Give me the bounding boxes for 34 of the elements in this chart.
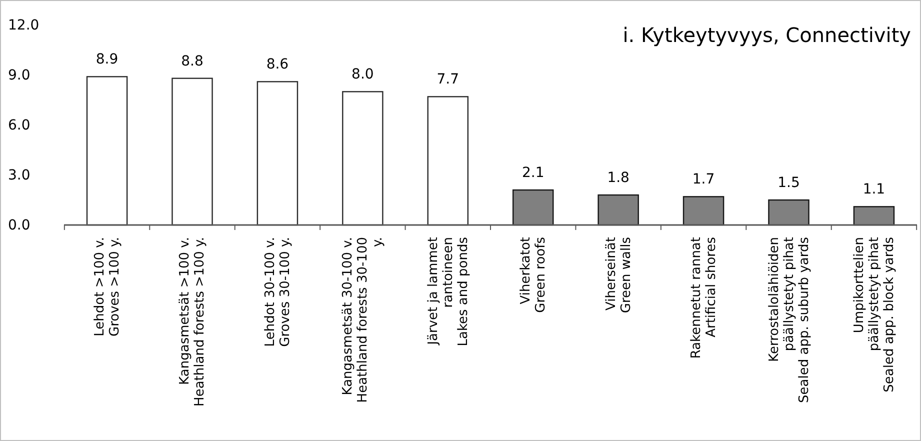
data-label: 1.7 (692, 172, 715, 188)
bar (172, 78, 213, 226)
x-tick-label: Viherkatot Green roofs (518, 236, 549, 313)
x-tick-label: Rakennetut rannat Artificial shores (689, 236, 720, 359)
bar (256, 81, 298, 226)
bar (682, 196, 724, 226)
bar (853, 206, 895, 226)
x-tick-label: Viherseinät Green walls (604, 236, 634, 314)
chart-title: i. Kytkeytyvyys, Connectivity (622, 23, 912, 47)
y-tick-label: 3.0 (8, 167, 30, 184)
data-label: 1.8 (607, 170, 630, 186)
data-label: 8.0 (352, 66, 374, 83)
bar (342, 91, 384, 226)
bar (86, 76, 128, 226)
bar (427, 96, 469, 226)
data-label: 1.5 (778, 175, 800, 191)
data-label: 7.7 (436, 72, 460, 88)
x-tick-label: Kangasmetsät 30-100 v. Heathland forests 30-100 y. (340, 237, 386, 403)
y-tick-label: 12.0 (8, 17, 40, 34)
bar (598, 194, 639, 226)
data-label: 8.9 (96, 52, 118, 68)
x-tick-label: Lehdot 30-100 v. Groves 30-100 y. (262, 237, 293, 347)
y-tick-label: 6.0 (8, 117, 30, 134)
data-label: 8.6 (266, 56, 289, 73)
x-tick-label: Kangasmetsät >100 v. Heathland forests >100 y. (178, 237, 208, 406)
data-label: 8.8 (181, 53, 204, 70)
x-tick-label: Kerrostalolähiöiden päällystetyt pihat Sealed app. suburb yards (766, 236, 812, 403)
bar (512, 189, 554, 226)
bar (768, 199, 810, 226)
y-tick-label: 9.0 (8, 67, 30, 84)
data-label: 2.1 (522, 165, 544, 181)
y-tick-label: 0.0 (8, 217, 30, 234)
data-label: 1.1 (862, 182, 886, 198)
x-tick-label: Lehdot >100 v. Groves >100 y. (92, 237, 123, 336)
